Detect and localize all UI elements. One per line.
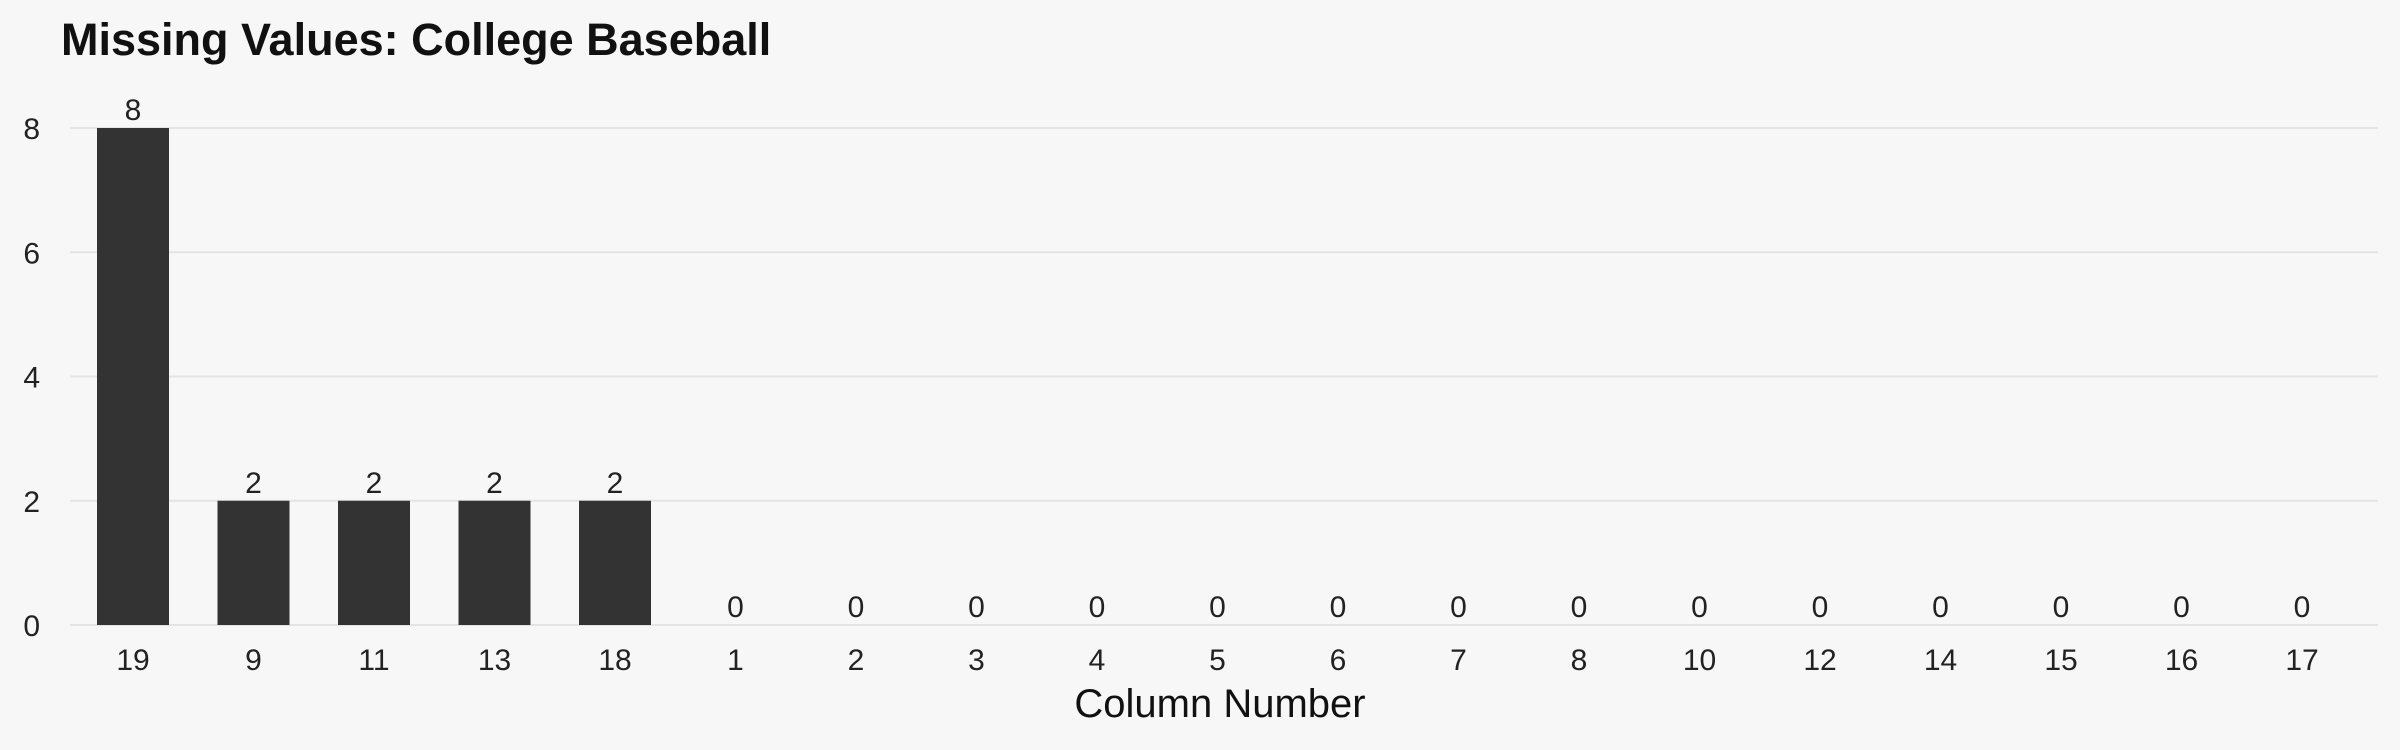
- y-tick-label: 8: [23, 113, 40, 146]
- bar: [458, 500, 531, 625]
- bar-value-label: 0: [1932, 591, 1949, 624]
- x-tick-label: 8: [1571, 644, 1588, 677]
- bar: [217, 500, 290, 625]
- x-tick-label: 17: [2285, 644, 2318, 677]
- bar-value-label: 0: [1209, 591, 1226, 624]
- bar-value-label: 0: [968, 591, 985, 624]
- bar-value-label: 0: [2294, 591, 2311, 624]
- x-tick-label: 3: [968, 644, 985, 677]
- bar: [338, 500, 410, 625]
- bar-value-label: 0: [1089, 591, 1106, 624]
- bar-value-label: 0: [1330, 591, 1347, 624]
- x-tick-label: 1: [727, 644, 744, 677]
- chart-title: Missing Values: College Baseball: [61, 14, 772, 65]
- bar-value-labels: 8 2 2 2 2 0 0 0 0 0 0 0 0 0 0 0 0 0 0: [125, 94, 2311, 624]
- x-tick-label: 6: [1330, 644, 1347, 677]
- bar-value-label: 0: [848, 591, 865, 624]
- bar-value-label: 2: [245, 467, 262, 500]
- x-tick-label: 18: [598, 644, 631, 677]
- bar-value-label: 0: [2053, 591, 2070, 624]
- bar-value-label: 0: [1571, 591, 1588, 624]
- x-tick-label: 10: [1683, 644, 1716, 677]
- bar-value-label: 8: [125, 94, 142, 127]
- y-axis-ticks: 0 2 4 6 8: [23, 113, 40, 643]
- x-tick-label: 15: [2044, 644, 2077, 677]
- bar-value-label: 0: [1812, 591, 1829, 624]
- y-tick-label: 2: [23, 486, 40, 519]
- bar-value-label: 0: [2173, 591, 2190, 624]
- x-tick-label: 19: [116, 644, 149, 677]
- bars: [97, 128, 651, 625]
- x-tick-label: 7: [1450, 644, 1467, 677]
- bar-value-label: 2: [366, 467, 383, 500]
- x-tick-label: 11: [358, 644, 389, 677]
- x-tick-label: 2: [848, 644, 865, 677]
- bar: [579, 500, 651, 625]
- bar-value-label: 2: [607, 467, 624, 500]
- y-tick-label: 0: [23, 610, 40, 643]
- x-tick-label: 13: [478, 644, 511, 677]
- x-tick-label: 16: [2165, 644, 2198, 677]
- x-axis-title: Column Number: [1074, 682, 1365, 726]
- x-tick-label: 14: [1924, 644, 1957, 677]
- bar-value-label: 0: [727, 591, 744, 624]
- y-tick-label: 4: [23, 362, 40, 395]
- bar-value-label: 0: [1450, 591, 1467, 624]
- x-tick-label: 5: [1209, 644, 1226, 677]
- bar: [97, 128, 169, 625]
- x-axis-ticks: 19 9 11 13 18 1 2 3 4 5 6 7 8 10 12 14 15 16 17: [116, 644, 2318, 677]
- bar-value-label: 2: [486, 467, 503, 500]
- x-tick-label: 4: [1089, 644, 1106, 677]
- x-tick-label: 9: [245, 644, 262, 677]
- y-tick-label: 6: [23, 237, 40, 270]
- bar-value-label: 0: [1691, 591, 1708, 624]
- gridlines: [70, 127, 2378, 626]
- x-tick-label: 12: [1803, 644, 1836, 677]
